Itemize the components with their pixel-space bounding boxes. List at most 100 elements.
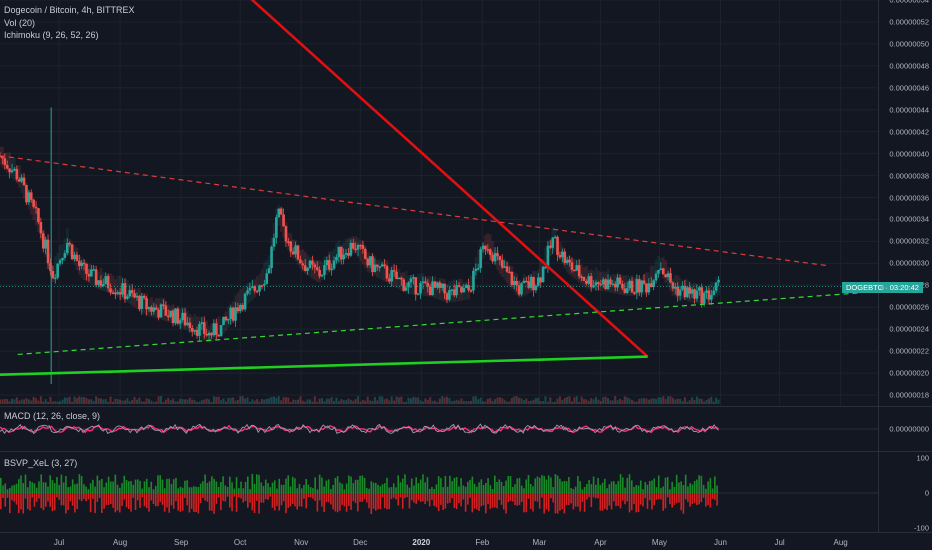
candle-body (623, 288, 627, 293)
bsvp-buy-bar (514, 484, 516, 493)
price-axis-tick: 0.00000020 (889, 368, 929, 378)
volume-bar (662, 396, 665, 404)
volume-bar (258, 401, 261, 404)
candle-body (426, 282, 430, 287)
macd-axis[interactable]: 0.00000000 (878, 407, 932, 451)
bsvp-sell-bar (529, 493, 532, 510)
volume-bar (609, 400, 612, 404)
bsvp-pane[interactable]: BSVP_XeL (3, 27) (0, 452, 878, 532)
bsvp-sell-bar (145, 493, 148, 509)
volume-bar (270, 396, 273, 404)
candle-body (65, 242, 69, 254)
bsvp-sell-bar (392, 493, 395, 498)
volume-legend[interactable]: Vol (20) (4, 18, 36, 28)
bsvp-buy-bar (229, 476, 231, 493)
bsvp-buy-bar (554, 474, 557, 493)
volume-bar (424, 398, 427, 404)
bsvp-buy-bar (143, 481, 146, 493)
bsvp-buy-bar (17, 479, 20, 493)
bsvp-buy-bar (572, 488, 575, 493)
ichimoku-legend[interactable]: Ichimoku (9, 26, 52, 26) (4, 30, 99, 40)
bsvp-sell-bar (184, 493, 186, 499)
bsvp-sell-bar (67, 493, 69, 510)
candle-body (669, 273, 672, 283)
cloud-slice (56, 252, 60, 273)
bsvp-sell-bar (220, 493, 222, 511)
candle-body (13, 168, 16, 171)
volume-bar (6, 399, 9, 404)
bsvp-sell-bar (332, 493, 334, 510)
cloud-slice (525, 276, 528, 295)
bsvp-buy-bar (166, 478, 168, 493)
pane-divider[interactable] (0, 451, 932, 452)
bsvp-buy-bar (433, 488, 435, 493)
candle-body (70, 244, 74, 260)
volume-bar (539, 401, 542, 404)
bsvp-sell-bar (105, 493, 108, 505)
macd-legend[interactable]: MACD (12, 26, close, 9) (4, 411, 101, 421)
candle-body (363, 249, 367, 259)
bsvp-axis-tick: -100 (913, 523, 929, 533)
bsvp-buy-bar (678, 482, 680, 493)
volume-bar (140, 401, 143, 404)
volume-bar (66, 397, 69, 404)
volume-bar (121, 400, 124, 404)
volume-bar (520, 398, 523, 404)
bsvp-sell-bar (141, 493, 144, 498)
macd-chart-svg (0, 423, 878, 435)
bsvp-sell-bar (637, 493, 640, 513)
bsvp-buy-bar (150, 481, 153, 493)
candle-body (481, 245, 485, 250)
macd-pane[interactable]: MACD (12, 26, close, 9) (0, 407, 878, 451)
bsvp-buy-bar (496, 481, 498, 493)
symbol-legend[interactable]: Dogecoin / Bitcoin, 4h, BITTREX (4, 5, 135, 15)
bsvp-sell-bar (222, 493, 224, 501)
volume-bar (337, 400, 340, 404)
volume-bar (289, 401, 292, 404)
volume-bar (710, 396, 713, 404)
bsvp-sell-bar (639, 493, 642, 505)
bsvp-buy-bar (116, 484, 119, 493)
bsvp-sell-bar (264, 493, 267, 500)
bsvp-sell-bar (534, 493, 537, 502)
bsvp-sell-bar (709, 493, 712, 508)
bsvp-buy-bar (570, 488, 572, 493)
bsvp-buy-bar (505, 480, 507, 493)
volume-bar (542, 401, 545, 404)
bsvp-axis[interactable]: 100 0 -100 (878, 452, 932, 533)
volume-bar (0, 399, 1, 404)
bsvp-sell-bar (514, 493, 516, 506)
candle-body (541, 266, 545, 283)
volume-bar (532, 399, 535, 404)
bsvp-sell-bar (4, 493, 7, 507)
price-axis[interactable]: 0.00000054 0.00000052 0.00000050 0.00000048… (878, 0, 932, 406)
volume-bar (292, 399, 295, 404)
bsvp-sell-bar (399, 493, 402, 498)
bsvp-buy-bar (707, 481, 709, 493)
volume-bar (378, 396, 381, 404)
bsvp-buy-bar (675, 474, 678, 493)
bsvp-sell-bar (143, 493, 146, 507)
bsvp-buy-bar (184, 480, 186, 493)
volume-bar (191, 399, 194, 404)
cloud-slice (652, 265, 656, 283)
bsvp-buy-bar (255, 474, 258, 493)
candle-body (174, 308, 177, 324)
candle-body (202, 322, 206, 334)
price-pane[interactable]: Dogecoin / Bitcoin, 4h, BITTREX Vol (20)… (0, 0, 878, 406)
volume-bar (200, 400, 203, 404)
bsvp-sell-bar (547, 493, 550, 512)
volume-bar (683, 397, 686, 404)
pane-divider[interactable] (0, 406, 932, 407)
volume-bar (316, 401, 319, 404)
bsvp-buy-bar (161, 479, 164, 493)
bsvp-sell-bar (648, 493, 651, 501)
candle-body (289, 241, 293, 252)
time-axis-tick: Jul (774, 538, 785, 547)
bsvp-buy-bar (85, 486, 87, 493)
bsvp-buy-bar (148, 487, 150, 493)
candle-body (688, 287, 692, 294)
bsvp-sell-bar (6, 493, 9, 498)
bsvp-legend[interactable]: BSVP_XeL (3, 27) (4, 458, 78, 468)
bsvp-buy-bar (123, 475, 126, 493)
